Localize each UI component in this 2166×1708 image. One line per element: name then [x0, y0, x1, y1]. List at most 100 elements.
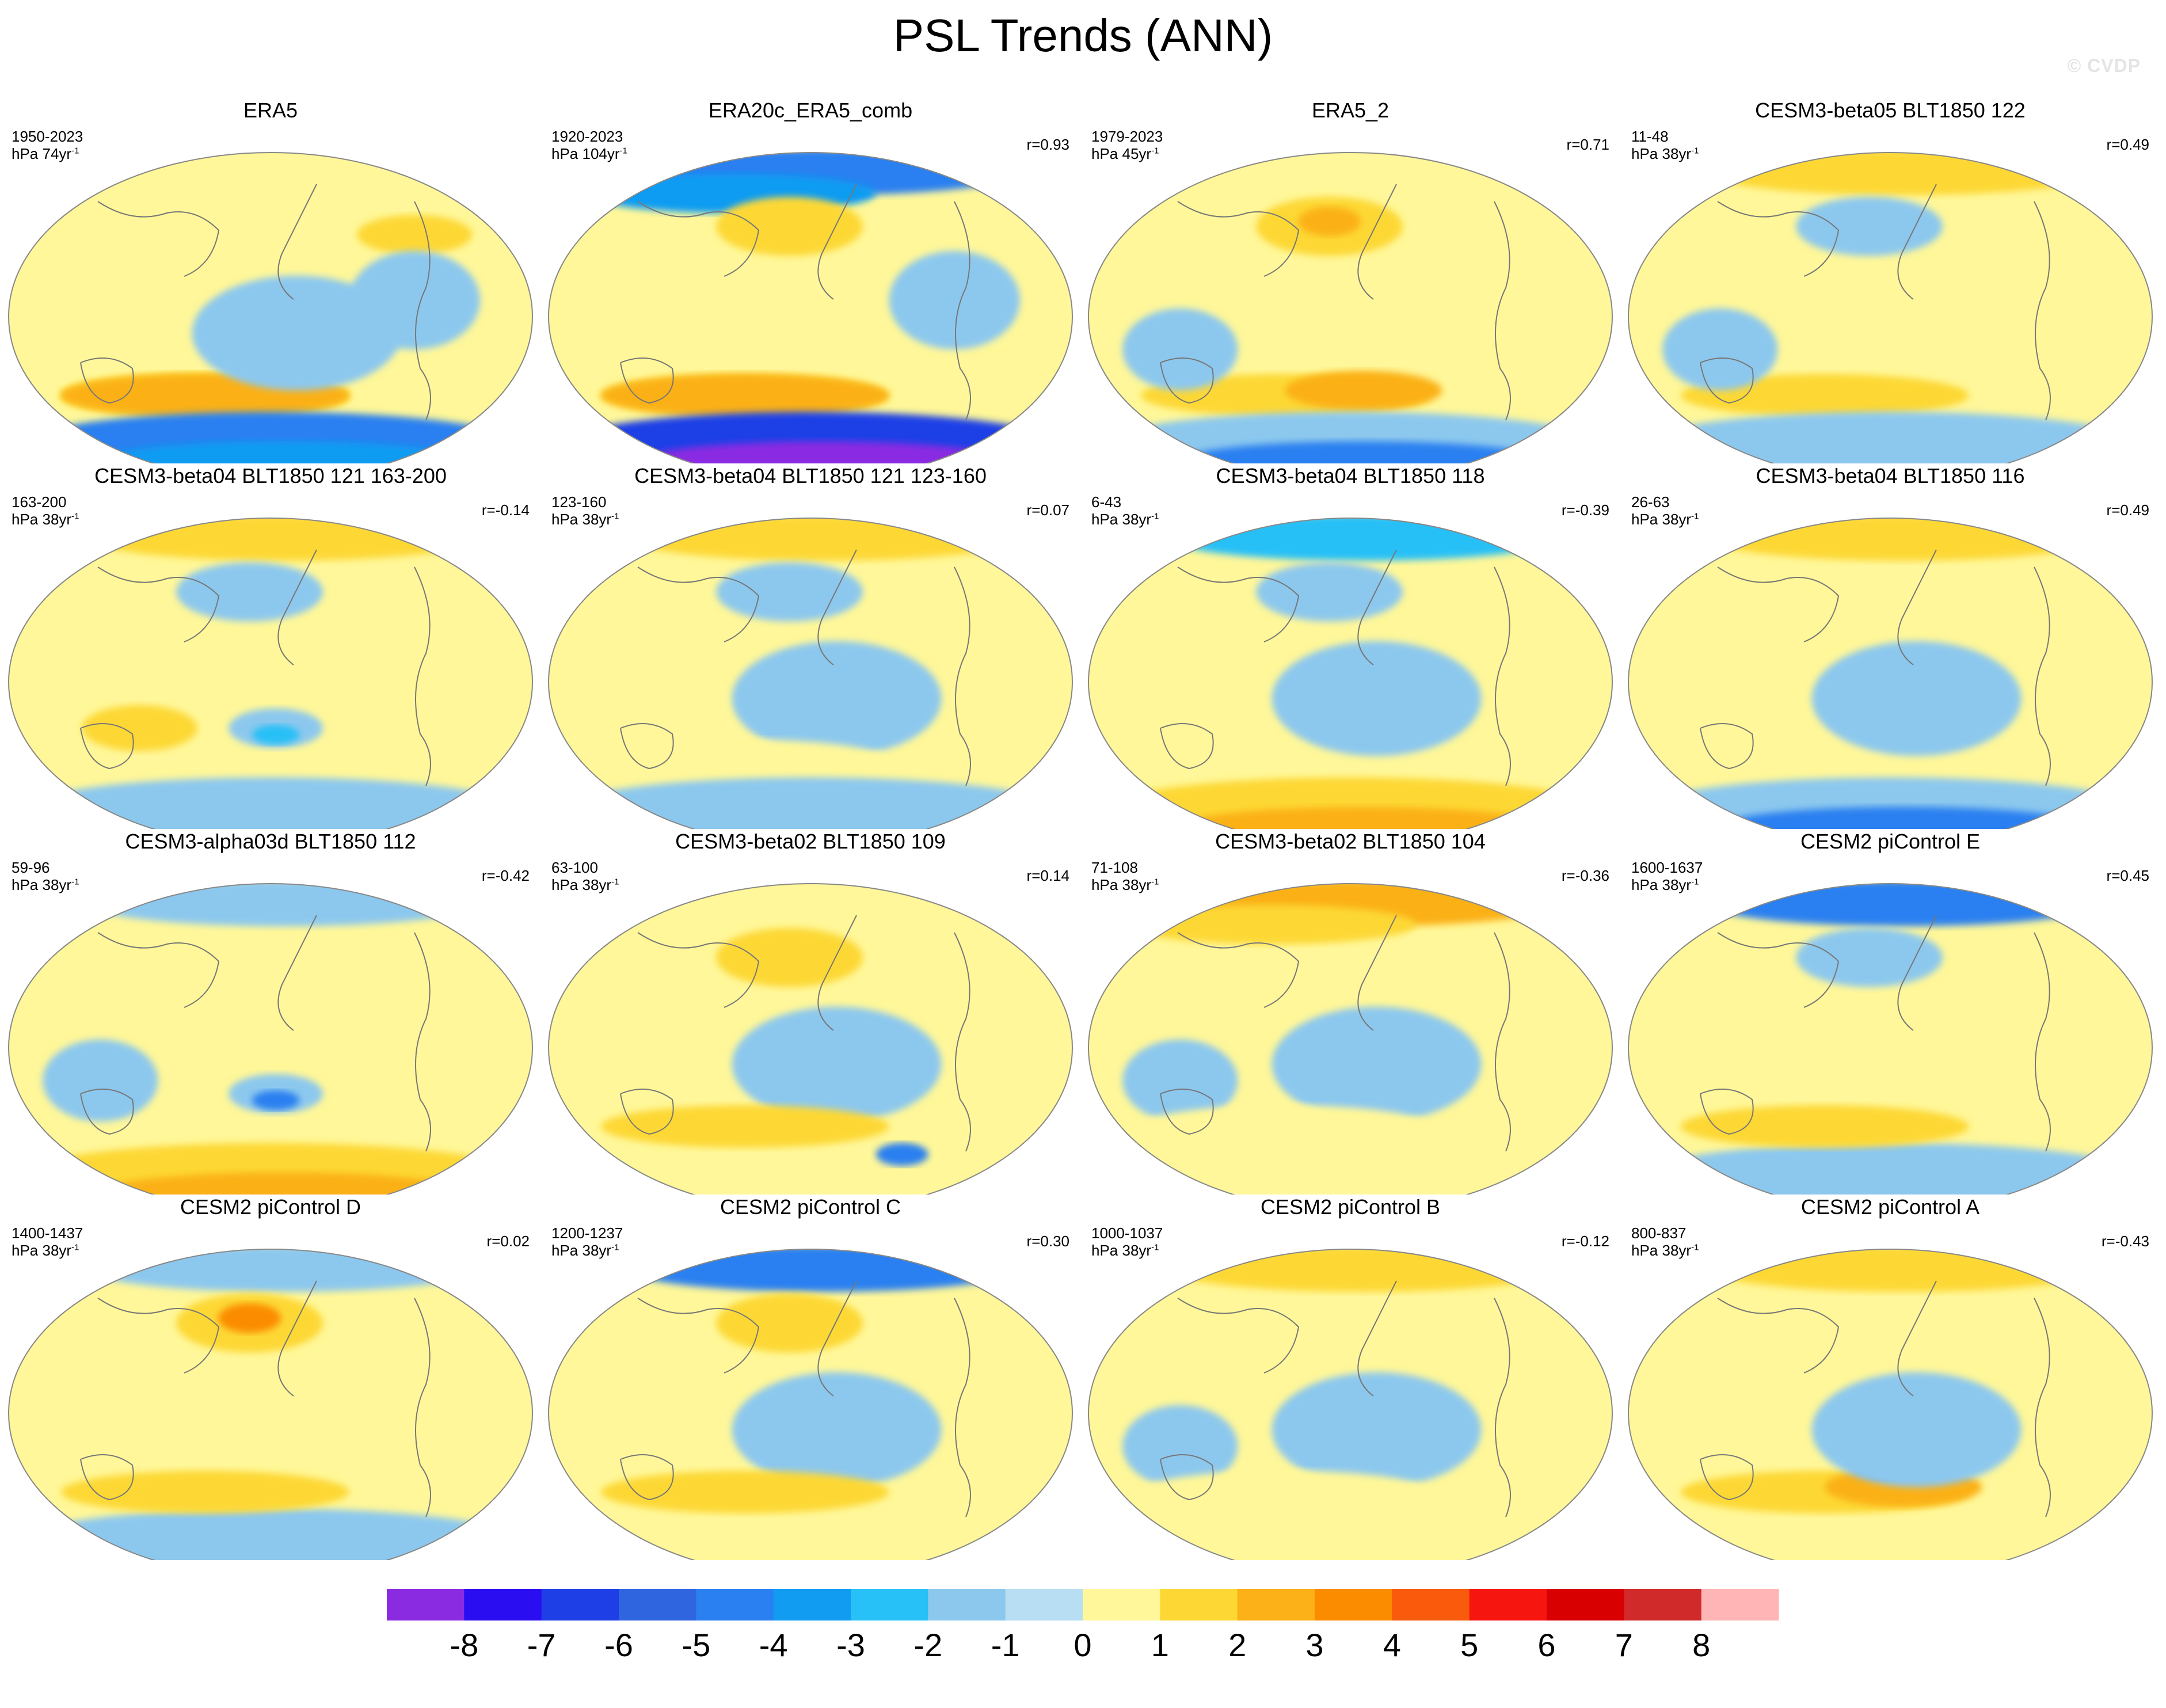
panel-correlation: r=0.07 [1026, 501, 1069, 519]
contour-region [1272, 1372, 1482, 1488]
contour-region [1720, 807, 2087, 829]
contour-region [1180, 807, 1547, 829]
trend-map [8, 883, 533, 1195]
map-panel: CESM2 piControl B 1000-1037 hPa 38yr-1 r=-0… [1080, 1195, 1621, 1560]
contour-region [732, 1372, 942, 1488]
map-panel: ERA5 1950-2023 hPa 74yr-1 [0, 98, 541, 463]
colorbar-box [387, 1589, 465, 1620]
contour-region [1180, 441, 1547, 463]
map-panel: CESM2 piControl E 1600-1637 hPa 38yr-1 r=0.… [1620, 829, 2161, 1195]
map-border [548, 1249, 1073, 1560]
contour-region [1122, 308, 1238, 391]
colorbar-box [541, 1589, 619, 1620]
contour-region [1272, 641, 1482, 756]
colorbar-box [1237, 1589, 1315, 1620]
contour-region [176, 562, 323, 622]
panel-correlation: r=0.49 [2106, 136, 2149, 153]
contour-region [716, 1293, 863, 1353]
panel-years: 59-96 [12, 859, 50, 876]
trend-map [1088, 1249, 1613, 1560]
trend-map [548, 1249, 1073, 1560]
colorbar-box [464, 1589, 542, 1620]
trend-map [1088, 883, 1613, 1195]
contour-region [1141, 1105, 1429, 1148]
contour-region [100, 441, 467, 463]
colorbar-label: -4 [759, 1627, 788, 1663]
panel-years: 11-48 [1631, 128, 1669, 145]
contour-region [1122, 1405, 1238, 1488]
panel-units: hPa 38yr-1 [1091, 1242, 1159, 1259]
map-panel: CESM3-beta04 BLT1850 118 6-43 hPa 38yr-1 r=… [1080, 463, 1621, 829]
panel-title: ERA5_2 [1311, 98, 1390, 122]
panel-units: hPa 38yr-1 [1091, 511, 1159, 528]
panel-correlation: r=-0.12 [1561, 1233, 1609, 1250]
panel-correlation: r=0.30 [1026, 1233, 1069, 1250]
contour-region [218, 1303, 281, 1333]
coastline [1688, 915, 2092, 1195]
contour-region [716, 562, 863, 622]
watermark: © CVDP [2067, 55, 2141, 76]
colorbar-box [851, 1589, 928, 1620]
panel-title: ERA5 [243, 98, 298, 122]
panel-correlation: r=0.45 [2106, 867, 2149, 884]
colorbar-box [1160, 1589, 1238, 1620]
panel-years: 1979-2023 [1091, 128, 1163, 145]
map-border [1628, 1249, 2153, 1560]
panel-units: hPa 38yr-1 [12, 1242, 79, 1259]
contour-region [1298, 207, 1361, 237]
map-border [8, 883, 533, 1195]
colorbar-label: 3 [1305, 1627, 1323, 1663]
map-border [1628, 518, 2153, 829]
panel-units: hPa 38yr-1 [12, 876, 79, 893]
coastline [1148, 1280, 1552, 1560]
colorbar-box [1701, 1589, 1779, 1620]
colorbar-label: -8 [450, 1627, 478, 1663]
trend-map [1628, 152, 2153, 463]
panel-units: hPa 38yr-1 [551, 876, 619, 893]
colorbar-box [1469, 1589, 1547, 1620]
contour-region [1811, 1372, 2022, 1488]
panel-units: hPa 38yr-1 [1631, 1242, 1699, 1259]
contour-region [1796, 196, 1943, 256]
coastline [608, 184, 1012, 463]
contour-region [43, 1039, 158, 1122]
colorbar-label: -3 [836, 1627, 865, 1663]
trend-map [1628, 518, 2153, 829]
contour-region [601, 1470, 889, 1513]
panel-units: hPa 38yr-1 [12, 511, 79, 528]
contour-region [716, 927, 863, 987]
panel-correlation: r=0.49 [2106, 501, 2149, 519]
coastline [1148, 915, 1552, 1195]
panel-title: CESM2 piControl C [720, 1195, 901, 1219]
panel-units: hPa 38yr-1 [1631, 511, 1699, 528]
colorbar-label: -5 [682, 1627, 710, 1663]
trend-map [548, 883, 1073, 1195]
trend-map [1628, 1249, 2153, 1560]
panel-title: CESM2 piControl D [180, 1195, 361, 1219]
colorbar-label: -2 [913, 1627, 942, 1663]
panel-units: hPa 38yr-1 [551, 1242, 619, 1259]
contour-region [601, 374, 889, 417]
map-panel: CESM3-beta04 BLT1850 121 163-200 163-200 h… [0, 463, 541, 829]
colorbar-box [1392, 1589, 1470, 1620]
colorbar-label: 4 [1383, 1627, 1401, 1663]
colorbar-box [1547, 1589, 1624, 1620]
contour-region [1272, 1006, 1482, 1122]
figure-title: PSL Trends (ANN) [893, 10, 1273, 61]
map-border [1088, 518, 1613, 829]
panel-title: CESM3-beta04 BLT1850 121 123-160 [634, 464, 987, 488]
panel-units: hPa 74yr-1 [12, 145, 79, 162]
contour-region [252, 725, 300, 745]
map-border [548, 152, 1073, 463]
map-panel: CESM2 piControl A 800-837 hPa 38yr-1 r=-0.4… [1620, 1195, 2161, 1560]
panel-years: 123-160 [551, 493, 607, 511]
map-background [9, 884, 532, 1195]
panel-units: hPa 38yr-1 [1631, 876, 1699, 893]
coastline [1688, 549, 2092, 829]
map-panel: ERA20c_ERA5_comb 1920-2023 hPa 104yr-1 r=0.… [540, 98, 1081, 463]
map-panel: CESM2 piControl D 1400-1437 hPa 38yr-1 r=0.… [0, 1195, 541, 1560]
panel-years: 1200-1237 [551, 1224, 623, 1242]
panel-units: hPa 38yr-1 [1091, 876, 1159, 893]
panel-years: 1400-1437 [12, 1224, 83, 1242]
panel-title: CESM3-alpha03d BLT1850 112 [125, 830, 416, 853]
